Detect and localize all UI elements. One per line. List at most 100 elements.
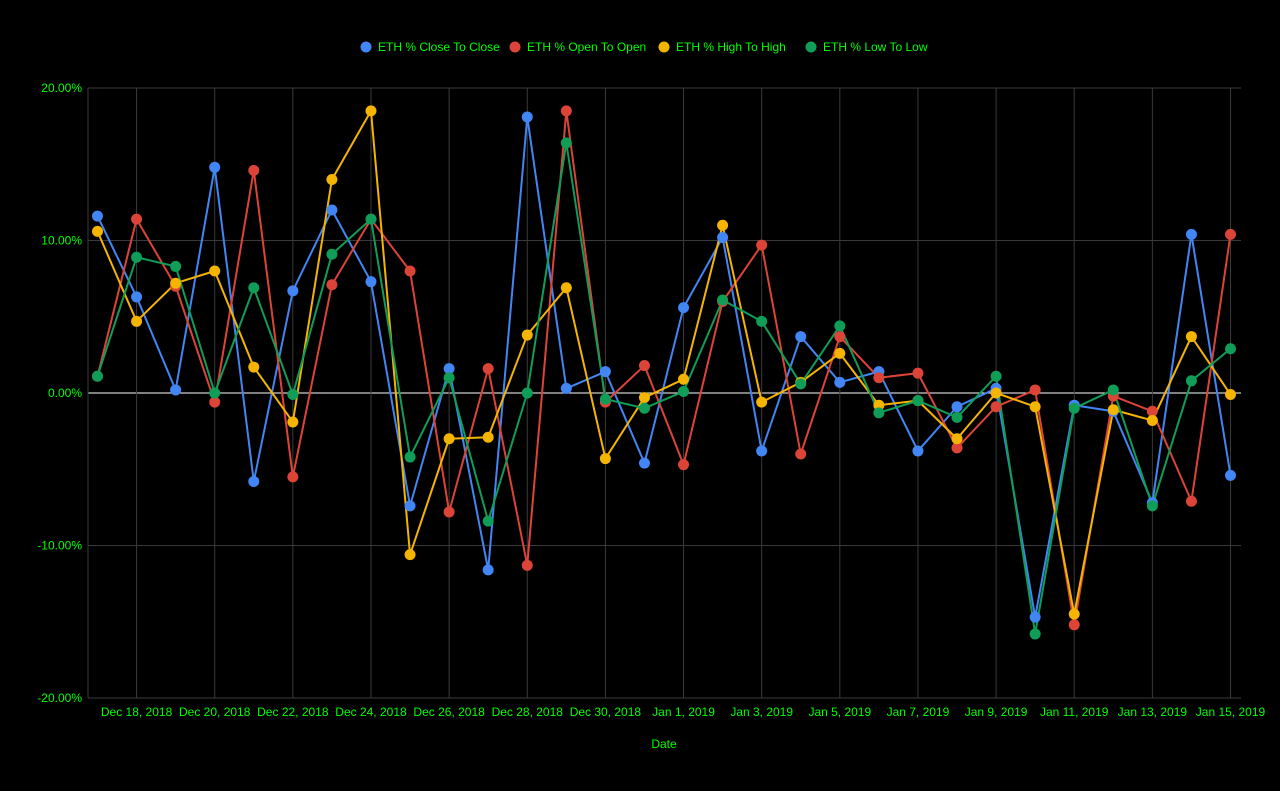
data-point[interactable] — [482, 431, 494, 443]
data-point[interactable] — [131, 213, 143, 225]
data-point[interactable] — [951, 442, 963, 454]
data-point[interactable] — [443, 363, 455, 375]
data-point[interactable] — [209, 161, 221, 173]
data-point[interactable] — [717, 231, 729, 243]
data-point[interactable] — [521, 329, 533, 341]
data-point[interactable] — [1029, 401, 1041, 413]
data-point[interactable] — [209, 265, 221, 277]
data-point[interactable] — [443, 433, 455, 445]
data-point[interactable] — [1029, 611, 1041, 623]
data-point[interactable] — [795, 331, 807, 343]
data-point[interactable] — [521, 387, 533, 399]
data-point[interactable] — [131, 315, 143, 327]
data-point[interactable] — [599, 393, 611, 405]
legend-item[interactable]: ETH % Open To Open — [509, 40, 647, 54]
data-point[interactable] — [834, 331, 846, 343]
data-point[interactable] — [482, 564, 494, 576]
data-point[interactable] — [92, 370, 103, 382]
data-point[interactable] — [756, 239, 768, 251]
data-point[interactable] — [1185, 495, 1197, 507]
data-point[interactable] — [638, 392, 650, 404]
data-point[interactable] — [990, 387, 1002, 399]
data-point[interactable] — [287, 389, 299, 401]
data-point[interactable] — [365, 105, 377, 117]
data-point[interactable] — [795, 378, 807, 390]
data-point[interactable] — [209, 387, 221, 399]
data-point[interactable] — [717, 294, 729, 306]
data-point[interactable] — [990, 370, 1002, 382]
data-point[interactable] — [1185, 228, 1197, 240]
data-point[interactable] — [834, 347, 846, 359]
data-point[interactable] — [834, 376, 846, 388]
data-point[interactable] — [287, 285, 299, 297]
data-point[interactable] — [560, 137, 572, 149]
data-point[interactable] — [365, 276, 377, 288]
data-point[interactable] — [131, 251, 143, 263]
data-point[interactable] — [951, 401, 963, 413]
data-point[interactable] — [1107, 404, 1119, 416]
data-point[interactable] — [756, 396, 768, 408]
data-point[interactable] — [638, 360, 650, 372]
data-point[interactable] — [1185, 375, 1197, 387]
data-point[interactable] — [951, 433, 963, 445]
data-point[interactable] — [560, 382, 572, 394]
data-point[interactable] — [1068, 608, 1080, 620]
data-point[interactable] — [170, 384, 182, 396]
data-point[interactable] — [1068, 402, 1080, 414]
data-point[interactable] — [638, 457, 650, 469]
data-point[interactable] — [638, 402, 650, 414]
data-point[interactable] — [287, 471, 299, 483]
data-point[interactable] — [482, 515, 494, 527]
data-point[interactable] — [404, 451, 416, 463]
data-point[interactable] — [248, 475, 260, 487]
data-point[interactable] — [287, 416, 299, 428]
data-point[interactable] — [873, 372, 885, 384]
data-point[interactable] — [1225, 343, 1236, 355]
data-point[interactable] — [990, 401, 1002, 413]
data-point[interactable] — [326, 174, 338, 185]
legend-item[interactable]: ETH % Low To Low — [805, 40, 928, 54]
data-point[interactable] — [92, 210, 103, 222]
data-point[interactable] — [873, 399, 885, 411]
data-point[interactable] — [1146, 500, 1158, 512]
data-point[interactable] — [209, 396, 221, 408]
data-point[interactable] — [1185, 331, 1197, 343]
data-point[interactable] — [560, 105, 572, 117]
data-point[interactable] — [404, 549, 416, 561]
data-point[interactable] — [1225, 469, 1236, 481]
data-point[interactable] — [326, 279, 338, 291]
data-point[interactable] — [1225, 389, 1236, 401]
data-point[interactable] — [326, 248, 338, 260]
data-point[interactable] — [170, 260, 182, 272]
data-point[interactable] — [678, 459, 690, 471]
legend-item[interactable]: ETH % High To High — [658, 40, 786, 54]
data-point[interactable] — [248, 361, 260, 373]
data-point[interactable] — [1225, 228, 1236, 240]
data-point[interactable] — [326, 204, 338, 216]
data-point[interactable] — [404, 500, 416, 512]
data-point[interactable] — [92, 225, 103, 237]
data-point[interactable] — [678, 385, 690, 397]
data-point[interactable] — [482, 363, 494, 375]
data-point[interactable] — [131, 291, 143, 303]
data-point[interactable] — [443, 506, 455, 518]
data-point[interactable] — [1146, 414, 1158, 426]
data-point[interactable] — [521, 111, 533, 123]
data-point[interactable] — [717, 219, 729, 231]
data-point[interactable] — [599, 453, 611, 465]
data-point[interactable] — [912, 395, 924, 407]
data-point[interactable] — [834, 320, 846, 332]
data-point[interactable] — [951, 411, 963, 423]
data-point[interactable] — [756, 315, 768, 327]
data-point[interactable] — [756, 445, 768, 457]
data-point[interactable] — [443, 372, 455, 384]
data-point[interactable] — [795, 448, 807, 460]
data-point[interactable] — [1107, 384, 1119, 396]
data-point[interactable] — [1068, 619, 1080, 631]
data-point[interactable] — [678, 302, 690, 314]
legend-item[interactable]: ETH % Close To Close — [360, 40, 501, 54]
data-point[interactable] — [912, 445, 924, 457]
data-point[interactable] — [1029, 628, 1041, 640]
data-point[interactable] — [560, 282, 572, 294]
data-point[interactable] — [404, 265, 416, 277]
